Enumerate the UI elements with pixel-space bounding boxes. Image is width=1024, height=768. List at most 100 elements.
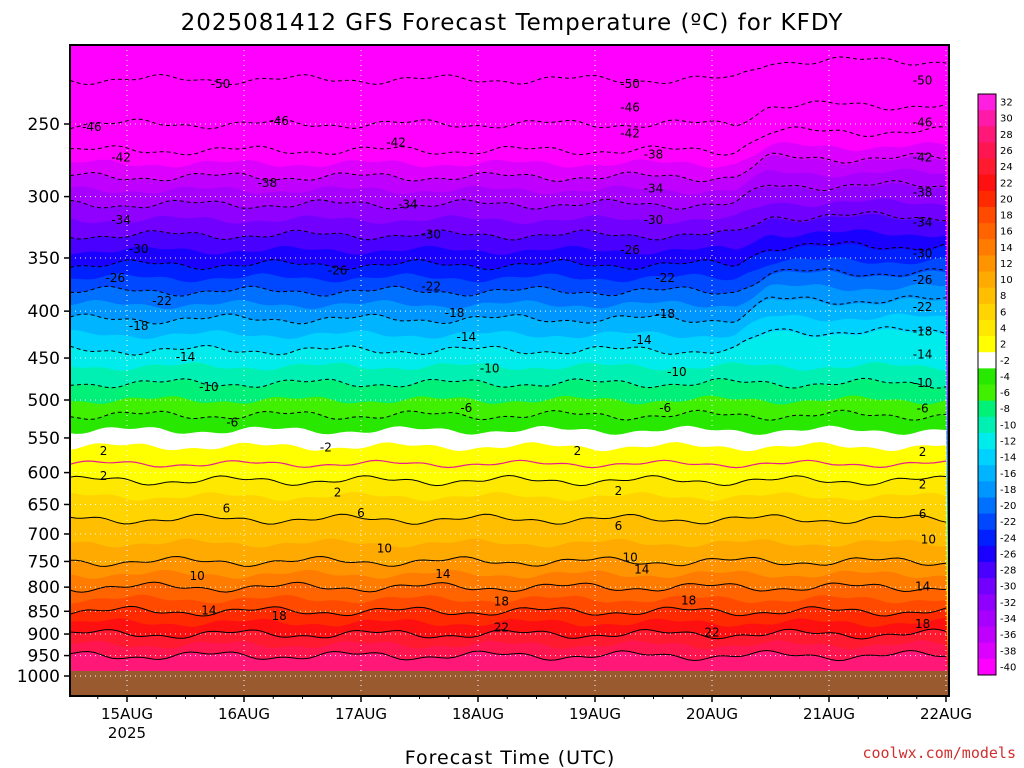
isotherm-26	[70, 649, 947, 662]
colorbar-swatch	[978, 287, 996, 305]
isotherm--34	[70, 180, 947, 210]
x-tick-label: 15AUG	[101, 705, 153, 723]
contour-label: -38	[913, 186, 933, 200]
y-axis: 250 300 350 400 450 500 550 600 650 700 750 800 850 9…	[17, 115, 70, 687]
x-tick-label: 19AUG	[569, 705, 621, 723]
y-tick-label: 950	[28, 647, 60, 667]
contour-label: 18	[494, 594, 509, 608]
y-tick-label: 350	[28, 249, 60, 269]
contour-label: -34	[644, 182, 664, 196]
contour-label: 2	[574, 444, 582, 458]
colorbar-swatch	[978, 174, 996, 192]
contour-label: -34	[398, 197, 418, 211]
y-tick-label: 550	[28, 429, 60, 449]
contour-label: 22	[494, 620, 509, 634]
contour-label: -14	[913, 347, 933, 361]
contour-label: 18	[915, 617, 930, 631]
contour-label: -30	[129, 242, 149, 256]
isotherm--22	[70, 268, 947, 297]
contour-label: -6	[917, 402, 929, 416]
colorbar-swatch	[978, 110, 996, 127]
colorbar-label: -34	[1000, 614, 1016, 625]
credit-link[interactable]: coolwx.com/models	[862, 744, 1016, 762]
colorbar-swatch	[978, 513, 996, 531]
colorbar-label: -6	[1000, 388, 1010, 399]
colorbar-swatch	[978, 336, 996, 353]
contour-label: -10	[199, 380, 219, 394]
colorbar-swatch	[978, 562, 996, 579]
colorbar-label: -30	[1000, 582, 1016, 593]
colorbar-label: 16	[1000, 227, 1013, 238]
contour-label: -10	[667, 365, 687, 379]
contour-label: -14	[632, 333, 652, 347]
contour-label: -38	[258, 176, 278, 190]
colorbar-swatch	[978, 142, 996, 160]
contour-label: 10	[377, 541, 392, 555]
x-tick-label: 17AUG	[335, 705, 387, 723]
colorbar-label: 4	[1000, 324, 1006, 335]
colorbar-swatch	[978, 416, 996, 434]
contour-label: -46	[913, 115, 933, 129]
chart-title: 2025081412 GFS Forecast Temperature (ºC)…	[181, 10, 844, 36]
contour-label: -26	[105, 271, 125, 285]
contour-label: -22	[421, 280, 441, 294]
temperature-bands	[70, 45, 949, 696]
x-tick-label: 16AUG	[218, 705, 270, 723]
contour-label: -46	[620, 101, 640, 115]
contour-label: 2	[919, 477, 927, 491]
colorbar-label: -28	[1000, 566, 1016, 577]
colorbar-label: 28	[1000, 130, 1013, 141]
colorbar-swatch	[978, 610, 996, 628]
colorbar-label: 2	[1000, 340, 1006, 351]
colorbar-label: 32	[1000, 98, 1013, 109]
contour-label: 10	[921, 533, 936, 547]
contour-label: -22	[655, 271, 675, 285]
isotherm--50	[70, 56, 947, 86]
isotherm--42	[70, 126, 947, 156]
contour-label: -50	[620, 77, 640, 91]
plot-area: -50 -50 -50 -46 -46 -46 -46 -42 -42 -42 -42 -38 -38 -…	[70, 45, 949, 696]
isotherm--38	[70, 152, 947, 183]
colorbar-swatch	[978, 158, 996, 176]
contour-labels: -50 -50 -50 -46 -46 -46 -46 -42 -42 -42 -42 -38 -38 -…	[82, 73, 936, 639]
x-tick-label: 22AUG	[920, 705, 972, 723]
colorbar-label: -8	[1000, 404, 1010, 415]
contour-label: -34	[913, 215, 933, 229]
y-tick-label: 700	[28, 525, 60, 545]
colorbar-swatch	[978, 578, 996, 595]
colorbar-swatch	[978, 400, 996, 418]
colorbar-label: 12	[1000, 259, 1013, 270]
x-tick-label: 20AUG	[686, 705, 738, 723]
contour-label: 10	[622, 551, 637, 565]
contour-label: -30	[913, 246, 933, 260]
colorbar: 32 30 28 26 24 22 20 18 16 14 12 10 8 6 4 2 -2 -4 -6 -8 -10 -…	[977, 93, 1016, 676]
x-tick-year: 2025	[108, 724, 146, 742]
colorbar-swatch	[978, 626, 996, 644]
contour-label: -46	[269, 114, 289, 128]
isotherm--30	[70, 211, 947, 241]
contour-label: -14	[456, 330, 476, 344]
y-tick-label: 500	[28, 391, 60, 411]
contour-label: -34	[111, 213, 131, 227]
x-axis-label: Forecast Time (UTC)	[405, 747, 615, 768]
colorbar-label: 18	[1000, 211, 1013, 222]
colorbar-swatch	[978, 481, 996, 498]
freezing-line	[70, 459, 947, 469]
contour-label: -2	[320, 440, 332, 454]
isotherm--6	[70, 409, 947, 421]
contour-label: -42	[913, 151, 933, 165]
contour-label: -30	[421, 228, 441, 242]
colorbar-label: -12	[1000, 436, 1016, 447]
plot-frame	[69, 44, 950, 697]
y-tick-label: 450	[28, 349, 60, 369]
contour-label: 2	[100, 469, 108, 483]
isotherm-10	[70, 555, 947, 567]
contour-label: -10	[480, 362, 500, 376]
x-tick-label: 18AUG	[452, 705, 504, 723]
y-tick-label: 800	[28, 578, 60, 598]
y-tick-label: 400	[28, 302, 60, 322]
x-tick-label: 21AUG	[803, 705, 855, 723]
colorbar-swatch	[978, 303, 996, 321]
contour-label: 14	[915, 580, 930, 594]
colorbar-swatch	[978, 126, 996, 143]
